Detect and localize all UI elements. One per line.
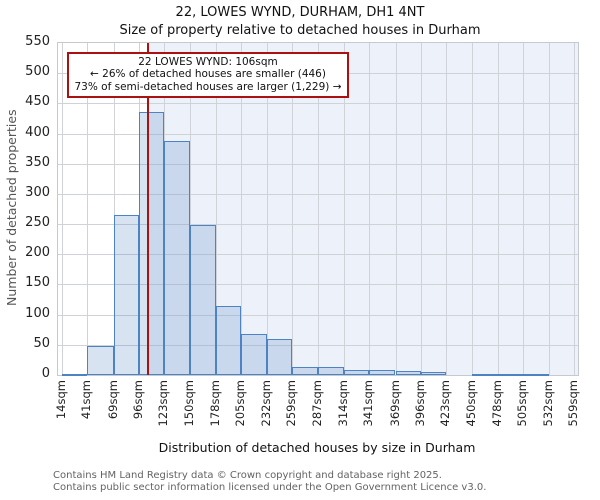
x-tick-label: 559sqm bbox=[566, 380, 580, 427]
histogram-bar bbox=[292, 367, 319, 375]
x-tick-label: 123sqm bbox=[156, 380, 171, 427]
histogram-bar bbox=[113, 215, 140, 375]
annotation-box: 22 LOWES WYND: 106sqm ← 26% of detached … bbox=[67, 52, 349, 99]
v-gridline bbox=[318, 43, 320, 375]
y-tick-label: 450 bbox=[25, 94, 50, 110]
h-gridline bbox=[58, 344, 578, 346]
annotation-line-3: 73% of semi-detached houses are larger (… bbox=[74, 80, 342, 93]
histogram-bar bbox=[139, 112, 165, 375]
histogram-bar bbox=[318, 367, 344, 375]
x-tick-label: 532sqm bbox=[540, 380, 555, 427]
y-tick-label: 250 bbox=[25, 215, 50, 231]
v-gridline bbox=[395, 43, 397, 375]
x-tick-label: 287sqm bbox=[310, 380, 325, 427]
property-size-marker-line bbox=[147, 43, 150, 375]
v-gridline bbox=[523, 43, 525, 375]
histogram-bar bbox=[189, 225, 217, 375]
histogram-bar bbox=[62, 373, 88, 376]
x-tick-label: 478sqm bbox=[489, 380, 504, 427]
y-tick-label: 50 bbox=[33, 335, 50, 351]
h-gridline bbox=[58, 224, 578, 226]
histogram-bar bbox=[343, 370, 370, 375]
footer-line-1: Contains HM Land Registry data © Crown c… bbox=[53, 470, 442, 481]
histogram-bar bbox=[241, 333, 267, 375]
y-tick-label: 200 bbox=[25, 245, 50, 261]
histogram-bar bbox=[369, 370, 396, 375]
v-gridline bbox=[189, 43, 191, 375]
v-gridline bbox=[446, 43, 448, 375]
v-gridline bbox=[113, 43, 115, 375]
y-tick-label: 400 bbox=[25, 124, 50, 140]
histogram-bar bbox=[471, 373, 498, 376]
x-axis-label: Distribution of detached houses by size … bbox=[158, 440, 476, 455]
v-gridline bbox=[292, 43, 294, 375]
v-gridline bbox=[471, 43, 473, 375]
annotation-line-2: ← 26% of detached houses are smaller (44… bbox=[90, 68, 326, 81]
v-gridline bbox=[62, 43, 63, 375]
x-tick-label: 205sqm bbox=[233, 380, 248, 427]
histogram-bar bbox=[420, 371, 447, 375]
annotation-line-1: 22 LOWES WYND: 106sqm bbox=[138, 56, 278, 68]
v-gridline bbox=[548, 43, 550, 375]
x-tick-label: 178sqm bbox=[208, 380, 223, 427]
y-tick-label: 0 bbox=[41, 366, 50, 381]
x-tick-label: 505sqm bbox=[515, 380, 530, 427]
v-gridline bbox=[497, 43, 499, 375]
footer: Contains HM Land Registry data © Crown c… bbox=[53, 470, 486, 493]
h-gridline bbox=[58, 284, 578, 286]
plot-area: 22 LOWES WYND: 106sqm ← 26% of detached … bbox=[57, 42, 579, 376]
x-tick-label: 41sqm bbox=[79, 380, 94, 420]
v-gridline bbox=[87, 43, 89, 375]
y-axis-label: Number of detached properties bbox=[4, 109, 19, 307]
v-gridline bbox=[369, 43, 371, 375]
v-gridline bbox=[420, 43, 422, 375]
v-gridline bbox=[266, 43, 268, 375]
h-gridline bbox=[58, 254, 578, 256]
v-gridline bbox=[574, 43, 575, 375]
v-gridline bbox=[343, 43, 345, 375]
y-tick-label: 150 bbox=[25, 275, 50, 291]
y-tick-label: 350 bbox=[25, 154, 50, 170]
x-tick-label: 369sqm bbox=[387, 380, 402, 427]
h-gridline bbox=[58, 314, 578, 316]
x-tick-label: 450sqm bbox=[463, 380, 478, 427]
histogram-bar bbox=[87, 346, 114, 375]
chart-subtitle: Size of property relative to detached ho… bbox=[119, 23, 481, 38]
footer-line-2: Contains public sector information licen… bbox=[53, 481, 487, 493]
x-tick-label: 396sqm bbox=[412, 380, 427, 427]
h-gridline bbox=[58, 103, 578, 105]
histogram-bar bbox=[164, 140, 190, 375]
y-tick-label: 500 bbox=[25, 64, 50, 80]
histogram-bar bbox=[266, 339, 293, 375]
histogram-bar bbox=[523, 373, 549, 376]
y-tick-label: 100 bbox=[25, 305, 50, 321]
x-tick-label: 341sqm bbox=[361, 380, 376, 427]
h-gridline bbox=[58, 193, 578, 195]
v-gridline bbox=[241, 43, 243, 375]
x-tick-label: 423sqm bbox=[438, 380, 453, 427]
x-tick-label: 259sqm bbox=[284, 380, 299, 427]
y-tick-label: 300 bbox=[25, 184, 50, 200]
x-tick-label: 14sqm bbox=[54, 380, 68, 420]
x-tick-label: 150sqm bbox=[181, 380, 196, 427]
histogram-bar bbox=[395, 371, 421, 375]
shaded-region-larger-sizes bbox=[148, 43, 578, 375]
v-gridline bbox=[216, 43, 218, 375]
x-tick-label: 96sqm bbox=[131, 380, 146, 420]
h-gridline bbox=[58, 133, 578, 135]
chart-title: 22, LOWES WYND, DURHAM, DH1 4NT bbox=[175, 5, 425, 20]
x-tick-label: 69sqm bbox=[105, 380, 120, 420]
y-tick-label: 550 bbox=[25, 34, 50, 49]
x-tick-label: 314sqm bbox=[335, 380, 350, 427]
h-gridline bbox=[58, 163, 578, 165]
x-tick-label: 232sqm bbox=[258, 380, 273, 427]
histogram-bar bbox=[216, 305, 242, 375]
histogram-bar bbox=[497, 373, 524, 376]
